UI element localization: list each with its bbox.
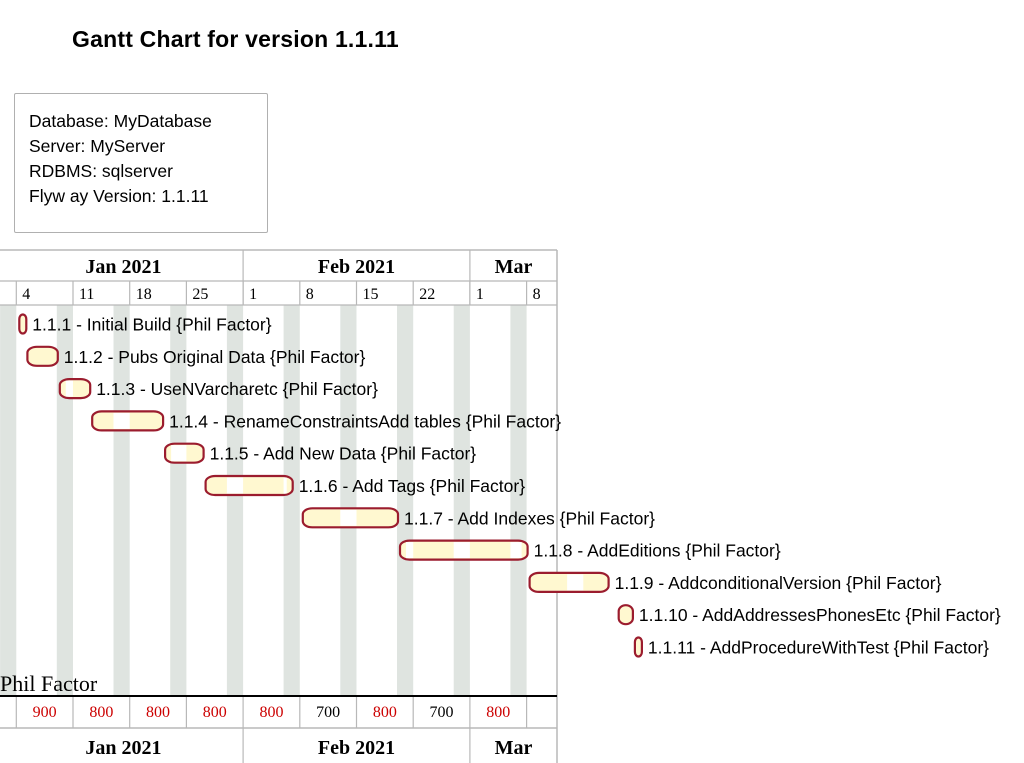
task-label: 1.1.7 - Add Indexes {Phil Factor} bbox=[404, 508, 655, 528]
week-label: 1 bbox=[476, 286, 484, 303]
task-label: 1.1.3 - UseNVarcharetc {Phil Factor} bbox=[96, 379, 378, 399]
month-label-top: Mar bbox=[495, 256, 533, 278]
resource-load-value: 700 bbox=[316, 704, 340, 721]
week-label: 15 bbox=[363, 286, 379, 303]
month-label-bottom: Mar bbox=[495, 737, 533, 759]
week-label: 18 bbox=[136, 286, 152, 303]
task-bar-weekend-gap bbox=[340, 509, 357, 526]
weekend-band bbox=[283, 305, 300, 696]
task-bar bbox=[58, 378, 92, 400]
task-label: 1.1.4 - RenameConstraintsAdd tables {Phi… bbox=[169, 411, 561, 431]
task-label: 1.1.9 - AddconditionalVersion {Phil Fact… bbox=[615, 573, 942, 593]
info-rdbms: RDBMS: sqlserver bbox=[29, 161, 173, 181]
task-bar-weekend-gap bbox=[567, 574, 584, 591]
task-label: 1.1.8 - AddEditions {Phil Factor} bbox=[534, 541, 781, 561]
info-box: Database: MyDatabase Server: MyServer RD… bbox=[14, 93, 268, 233]
weekend-band bbox=[170, 305, 187, 696]
page-title: Gantt Chart for version 1.1.11 bbox=[72, 26, 399, 52]
weekend-band bbox=[340, 305, 357, 696]
month-label-bottom: Feb 2021 bbox=[318, 737, 395, 759]
weekend-band bbox=[56, 305, 73, 696]
task-bar-weekend-gap bbox=[65, 380, 73, 397]
info-server: Server: MyServer bbox=[29, 136, 166, 156]
task-bar-weekend-gap bbox=[226, 477, 244, 494]
task-label: 1.1.10 - AddAddressesPhonesEtc {Phil Fac… bbox=[639, 605, 1001, 625]
weekend-band bbox=[453, 305, 470, 696]
week-label: 25 bbox=[192, 286, 208, 303]
week-label: 22 bbox=[419, 286, 435, 303]
resource-load-value: 800 bbox=[259, 704, 283, 721]
resource-load-value: 800 bbox=[203, 704, 227, 721]
task-label: 1.1.2 - Pubs Original Data {Phil Factor} bbox=[64, 347, 366, 367]
weekend-band bbox=[510, 305, 527, 696]
task-bar bbox=[204, 474, 294, 497]
task-bar-weekend-gap bbox=[113, 412, 130, 429]
weekend-band bbox=[397, 305, 414, 696]
resource-load-value: 700 bbox=[430, 704, 454, 721]
task-bar bbox=[617, 604, 635, 626]
task-label: 1.1.5 - Add New Data {Phil Factor} bbox=[210, 444, 477, 464]
week-label: 4 bbox=[22, 286, 30, 303]
task-label: 1.1.6 - Add Tags {Phil Factor} bbox=[299, 476, 526, 496]
resource-load-value: 900 bbox=[33, 704, 57, 721]
info-flyway-version: Flyw ay Version: 1.1.11 bbox=[29, 186, 209, 206]
resource-load-value: 800 bbox=[146, 704, 170, 721]
month-label-bottom: Jan 2021 bbox=[85, 737, 161, 759]
month-label-top: Jan 2021 bbox=[85, 256, 161, 278]
week-label: 1 bbox=[249, 286, 257, 303]
weekend-band bbox=[113, 305, 130, 696]
task-bar bbox=[633, 636, 644, 658]
task-bar-weekend-gap bbox=[283, 477, 287, 494]
week-label: 8 bbox=[306, 286, 314, 303]
task-bar bbox=[26, 345, 59, 367]
task-label: 1.1.1 - Initial Build {Phil Factor} bbox=[32, 315, 271, 335]
task-bar-weekend-gap bbox=[171, 445, 187, 462]
task-bar-weekend-gap bbox=[453, 542, 470, 559]
resource-label: Phil Factor bbox=[0, 671, 98, 696]
info-database: Database: MyDatabase bbox=[29, 111, 212, 131]
week-label: 8 bbox=[533, 286, 541, 303]
task-bar-weekend-gap bbox=[406, 542, 414, 559]
weekend-band bbox=[0, 305, 17, 696]
resource-load-value: 800 bbox=[89, 704, 113, 721]
weekend-band bbox=[226, 305, 244, 696]
task-label: 1.1.11 - AddProcedureWithTest {Phil Fact… bbox=[648, 638, 989, 658]
resource-load-value: 800 bbox=[486, 704, 510, 721]
task-bar-weekend-gap bbox=[510, 542, 522, 559]
resource-load-value: 800 bbox=[373, 704, 397, 721]
month-label-top: Feb 2021 bbox=[318, 256, 395, 278]
week-label: 11 bbox=[79, 286, 94, 303]
task-bar bbox=[18, 313, 28, 335]
